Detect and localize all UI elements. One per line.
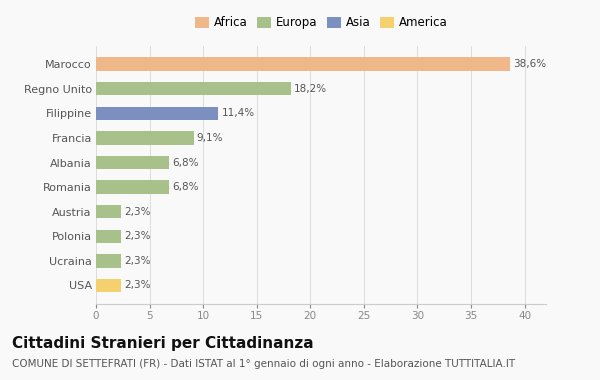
Bar	[96, 254, 121, 268]
Bar	[96, 279, 121, 292]
Bar	[96, 156, 169, 169]
Bar	[96, 57, 509, 71]
Text: 2,3%: 2,3%	[124, 256, 151, 266]
Bar	[96, 205, 121, 218]
Text: 6,8%: 6,8%	[172, 157, 199, 168]
Text: Cittadini Stranieri per Cittadinanza: Cittadini Stranieri per Cittadinanza	[12, 336, 314, 351]
Text: 38,6%: 38,6%	[513, 59, 546, 69]
Bar	[96, 180, 169, 194]
Bar	[96, 230, 121, 243]
Text: COMUNE DI SETTEFRATI (FR) - Dati ISTAT al 1° gennaio di ogni anno - Elaborazione: COMUNE DI SETTEFRATI (FR) - Dati ISTAT a…	[12, 359, 515, 369]
Bar	[96, 82, 291, 95]
Text: 18,2%: 18,2%	[294, 84, 328, 94]
Text: 2,3%: 2,3%	[124, 231, 151, 241]
Legend: Africa, Europa, Asia, America: Africa, Europa, Asia, America	[191, 13, 451, 33]
Text: 2,3%: 2,3%	[124, 280, 151, 290]
Bar	[96, 106, 218, 120]
Text: 6,8%: 6,8%	[172, 182, 199, 192]
Text: 11,4%: 11,4%	[221, 108, 254, 118]
Bar	[96, 131, 193, 145]
Text: 9,1%: 9,1%	[197, 133, 223, 143]
Text: 2,3%: 2,3%	[124, 207, 151, 217]
